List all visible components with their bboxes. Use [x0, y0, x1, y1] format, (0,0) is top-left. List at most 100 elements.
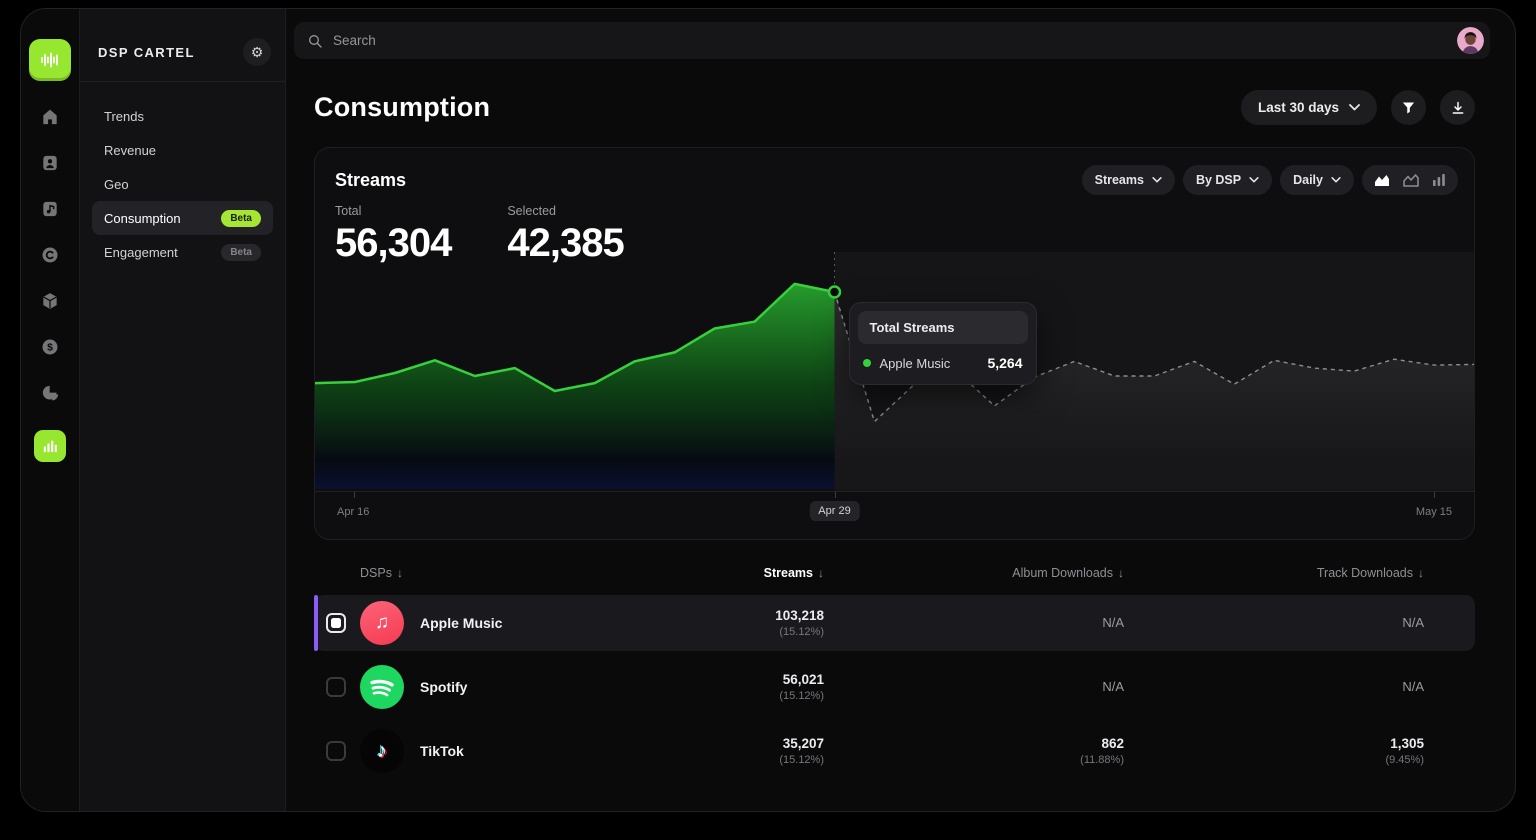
sidebar-nav: Trends Revenue Geo Consumption Beta Enga… — [80, 82, 285, 286]
album-downloads-cell: N/A — [1102, 615, 1124, 630]
column-album-downloads[interactable]: Album Downloads ↓ — [1012, 566, 1124, 580]
waveform-icon — [41, 52, 58, 68]
sort-desc-icon: ↓ — [1418, 566, 1424, 580]
sidebar-item-trends[interactable]: Trends — [92, 99, 273, 133]
streams-chart[interactable]: Total Streams Apple Music 5,264 — [315, 252, 1474, 491]
track-downloads-cell: N/A — [1402, 679, 1424, 694]
table-row-spotify[interactable]: Spotify 56,021 (15.12%) N/A N/A — [314, 659, 1475, 715]
download-button[interactable] — [1440, 90, 1475, 125]
table-row-apple-music[interactable]: ♫ Apple Music 103,218 (15.12%) N/A N/A — [314, 595, 1475, 651]
total-stat: Total 56,304 — [335, 204, 452, 266]
area-chart-plot[interactable] — [315, 252, 1474, 491]
chevron-down-icon — [1331, 177, 1341, 183]
dsp-cell: ♪ TikTok — [360, 729, 644, 773]
analytics-icon-active[interactable] — [34, 430, 66, 462]
search-icon — [309, 34, 322, 48]
track-downloads-cell: 1,305 (9.45%) — [1385, 736, 1424, 766]
interval-label: Daily — [1293, 173, 1323, 187]
row-checkbox[interactable] — [326, 741, 346, 761]
axis-label-end: May 15 — [1415, 506, 1452, 518]
column-dsps[interactable]: DSPs ↓ — [360, 566, 403, 580]
group-by-dropdown[interactable]: By DSP — [1182, 165, 1273, 195]
bar-chart-icon[interactable] — [1432, 173, 1446, 187]
series-dot-icon — [862, 359, 871, 367]
column-track-downloads[interactable]: Track Downloads ↓ — [1316, 566, 1424, 580]
axis-tick — [1434, 492, 1435, 498]
chevron-down-icon — [1249, 177, 1259, 183]
search-bar[interactable] — [294, 22, 1490, 59]
search-input[interactable] — [333, 33, 1447, 48]
main-area: Consumption Last 30 days Streams — [286, 9, 1515, 811]
page-title: Consumption — [314, 92, 491, 122]
sidebar-item-geo[interactable]: Geo — [92, 167, 273, 201]
table-row-tiktok[interactable]: ♪ TikTok 35,207 (15.12%) 862 (11.88%) 1,… — [314, 723, 1475, 779]
streams-card: Streams Streams By DSP Daily — [314, 147, 1475, 540]
catalog-icon[interactable] — [39, 198, 61, 220]
sidebar-item-consumption[interactable]: Consumption Beta — [92, 201, 273, 235]
royalties-icon[interactable]: $ — [39, 336, 61, 358]
home-icon[interactable] — [39, 106, 61, 128]
app-frame: $ DSP CARTEL ⚙ Trends Revenue Geo Consum… — [20, 8, 1516, 812]
tiktok-icon: ♪ — [360, 729, 404, 773]
axis-tick-selected — [834, 492, 836, 498]
sort-desc-icon: ↓ — [818, 566, 824, 580]
tooltip-value: 5,264 — [987, 355, 1023, 371]
row-checkbox[interactable] — [326, 677, 346, 697]
dsp-name: Apple Music — [420, 615, 503, 631]
spotify-icon — [360, 665, 404, 709]
sort-desc-icon: ↓ — [1118, 566, 1124, 580]
page-header: Consumption Last 30 days — [314, 90, 1475, 125]
streams-cell: 103,218 (15.12%) — [775, 608, 824, 638]
dsp-name: Spotify — [420, 679, 468, 695]
icon-rail: $ — [21, 9, 79, 811]
download-icon — [1452, 101, 1463, 114]
chart-x-axis: Apr 16 Apr 29 May 15 — [315, 491, 1474, 539]
chevron-down-icon — [1152, 177, 1162, 183]
workspace-title: DSP CARTEL — [98, 44, 195, 60]
group-label: By DSP — [1195, 173, 1242, 187]
beta-badge: Beta — [221, 209, 261, 227]
shares-pie-icon[interactable] — [39, 382, 61, 404]
table-rows: ♫ Apple Music 103,218 (15.12%) N/A N/A — [314, 595, 1475, 779]
settings-gear-icon[interactable]: ⚙ — [243, 38, 271, 66]
dsp-table: DSPs ↓ Streams ↓ Album Downloads ↓ Track Do… — [314, 566, 1475, 779]
copyright-icon[interactable] — [39, 244, 61, 266]
date-range-label: Last 30 days — [1257, 100, 1339, 115]
artists-icon[interactable] — [39, 152, 61, 174]
products-icon[interactable] — [39, 290, 61, 312]
streams-cell: 56,021 (15.12%) — [779, 672, 824, 702]
row-checkbox-checked[interactable] — [326, 613, 346, 633]
total-label: Total — [335, 204, 362, 218]
sidebar-item-revenue[interactable]: Revenue — [92, 133, 273, 167]
nav-label: Revenue — [104, 142, 157, 158]
interval-dropdown[interactable]: Daily — [1280, 165, 1354, 195]
track-downloads-cell: N/A — [1402, 615, 1424, 630]
apple-music-icon: ♫ — [360, 601, 404, 645]
nav-label: Geo — [104, 176, 129, 192]
area-chart-icon-active[interactable] — [1374, 173, 1390, 187]
header-actions: Last 30 days — [1240, 90, 1475, 125]
sidebar-header: DSP CARTEL ⚙ — [80, 9, 285, 82]
sidebar-item-engagement[interactable]: Engagement Beta — [92, 235, 273, 269]
dsp-cell: Spotify — [360, 665, 644, 709]
chart-type-toggle — [1362, 165, 1458, 195]
user-avatar[interactable] — [1457, 27, 1484, 54]
brand-logo[interactable] — [29, 39, 71, 81]
selected-label: Selected — [507, 204, 556, 218]
table-header: DSPs ↓ Streams ↓ Album Downloads ↓ Track Do… — [314, 566, 1475, 580]
sort-desc-icon: ↓ — [396, 566, 403, 580]
filter-button[interactable] — [1391, 90, 1426, 125]
chart-tooltip: Total Streams Apple Music 5,264 — [848, 302, 1037, 385]
selected-stat: Selected 42,385 — [507, 204, 624, 266]
album-downloads-cell: N/A — [1102, 679, 1124, 694]
streams-card-header: Streams Streams By DSP Daily — [315, 148, 1474, 195]
metric-dropdown[interactable]: Streams — [1081, 165, 1175, 195]
line-chart-icon[interactable] — [1403, 173, 1419, 187]
date-range-dropdown[interactable]: Last 30 days — [1240, 90, 1377, 125]
column-streams[interactable]: Streams ↓ — [763, 566, 824, 580]
tooltip-title: Total Streams — [857, 311, 1028, 344]
nav-label: Trends — [104, 108, 144, 124]
chart-controls: Streams By DSP Daily — [1081, 165, 1458, 195]
axis-tick — [354, 492, 355, 498]
dsp-cell: ♫ Apple Music — [360, 601, 644, 645]
